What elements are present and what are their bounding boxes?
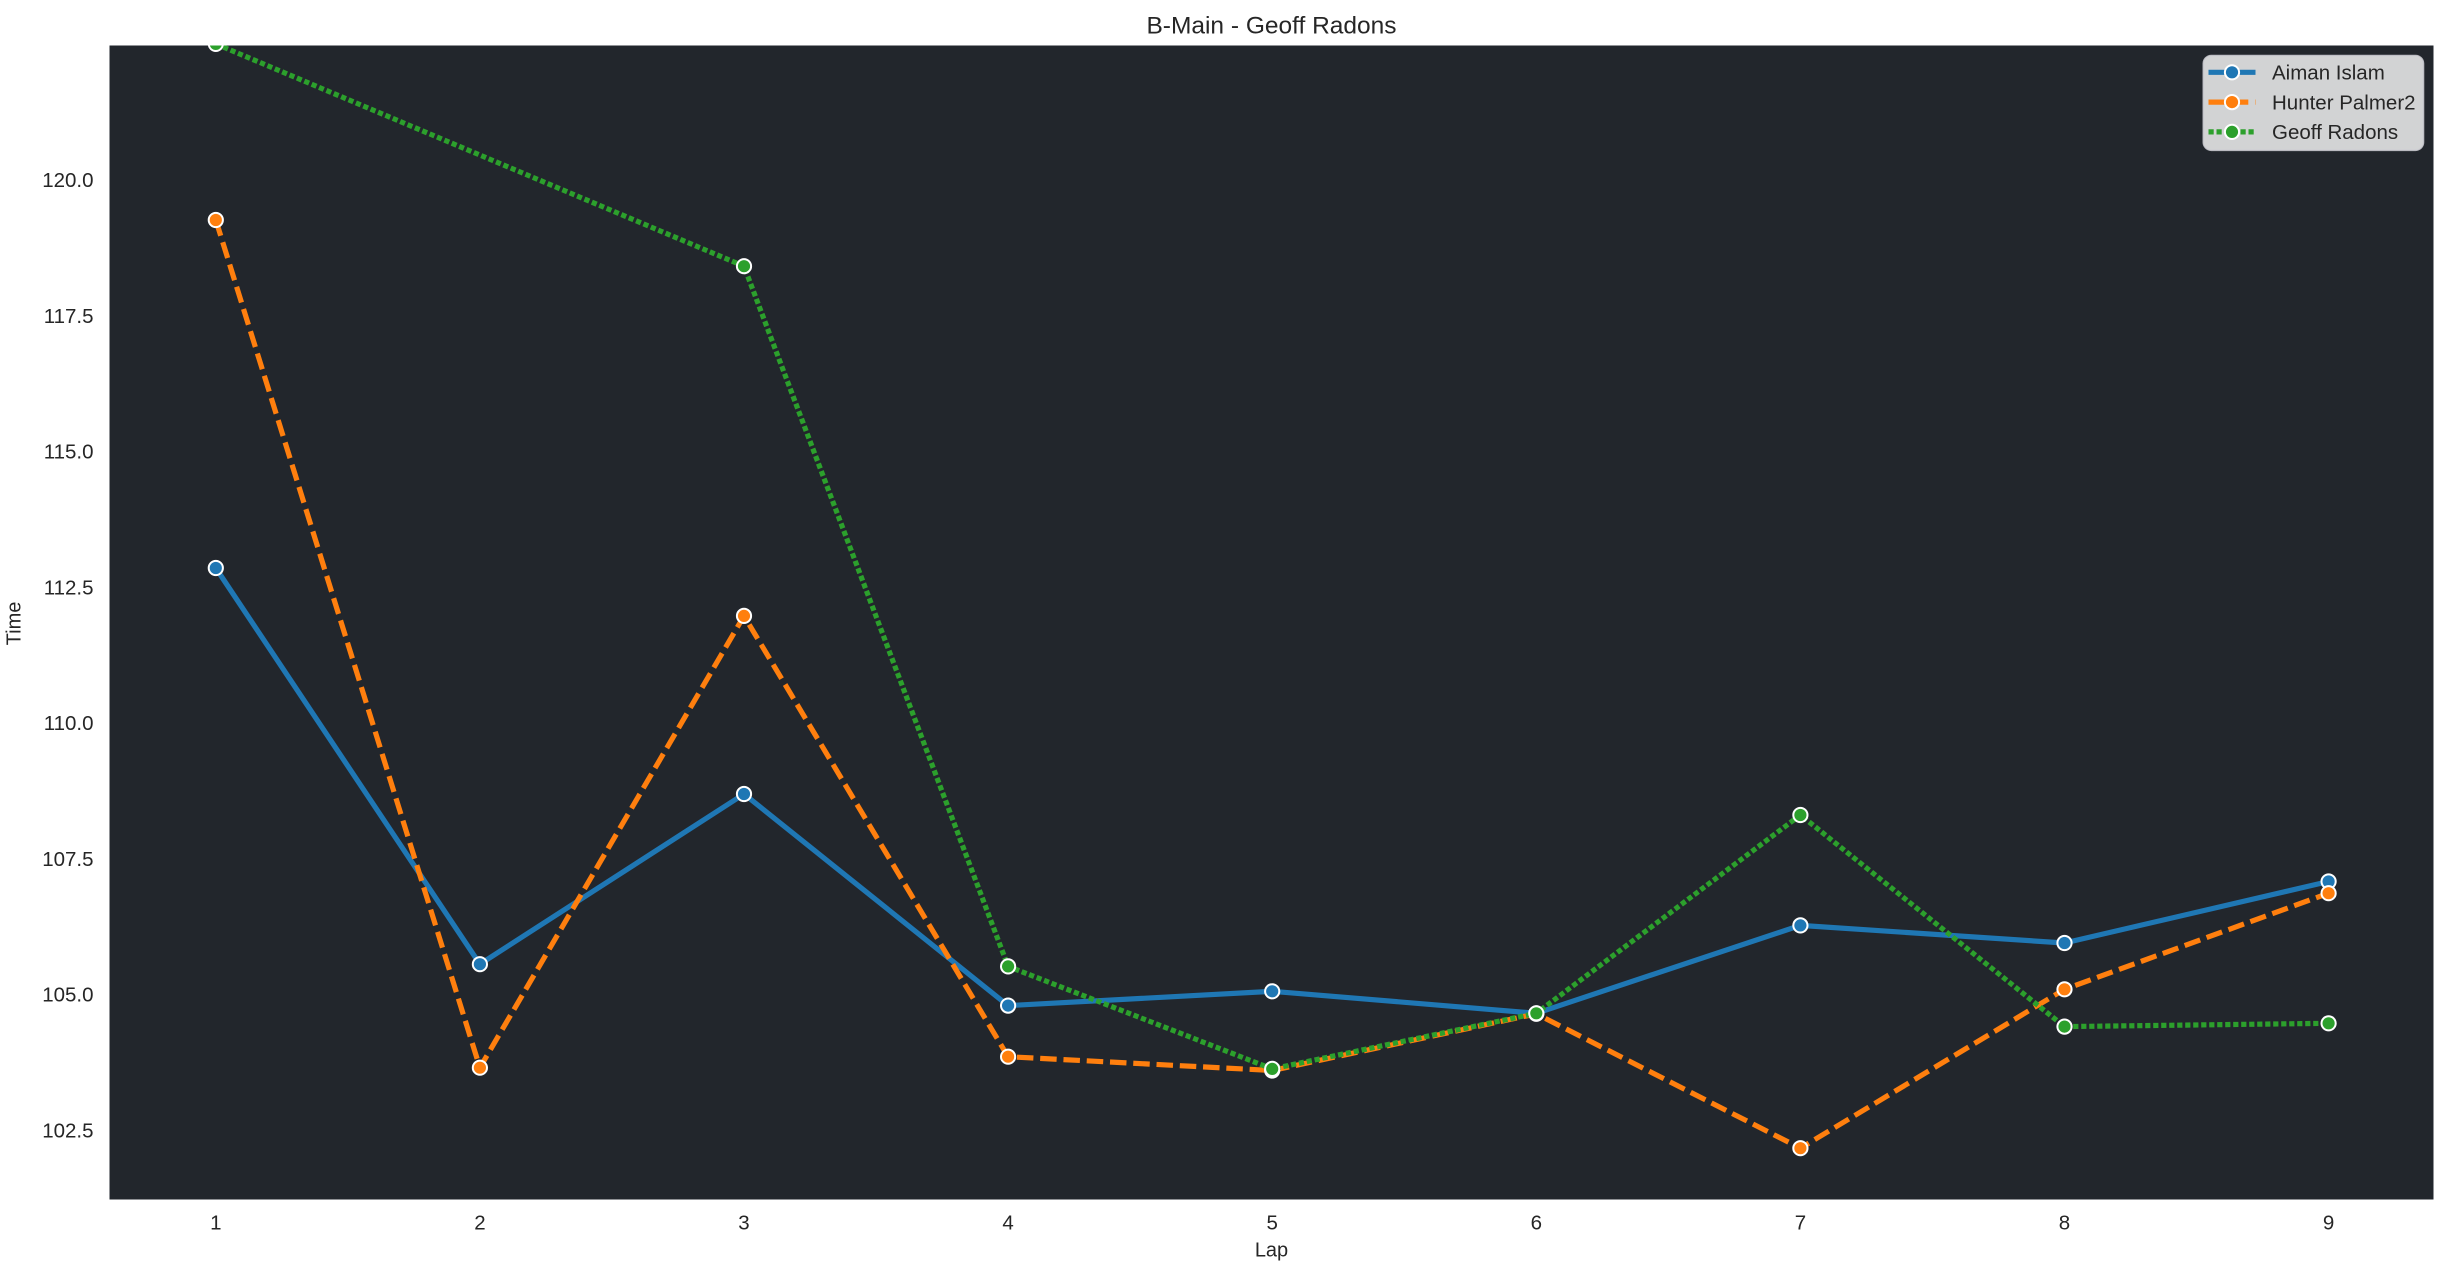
- svg-text:2: 2: [474, 1212, 485, 1235]
- svg-text:120.0: 120.0: [42, 169, 93, 192]
- svg-text:1: 1: [210, 1212, 221, 1235]
- svg-text:4: 4: [1002, 1212, 1013, 1235]
- svg-text:107.5: 107.5: [42, 848, 93, 871]
- svg-text:105.0: 105.0: [42, 984, 93, 1007]
- svg-text:110.0: 110.0: [44, 712, 94, 735]
- svg-text:3: 3: [738, 1212, 749, 1235]
- svg-text:Lap: Lap: [1255, 1240, 1288, 1262]
- svg-text:112.5: 112.5: [44, 577, 94, 600]
- svg-text:5: 5: [1266, 1212, 1277, 1235]
- svg-text:Geoff Radons: Geoff Radons: [2272, 121, 2398, 144]
- svg-text:Time: Time: [4, 602, 26, 646]
- svg-text:B-Main - Geoff Radons: B-Main - Geoff Radons: [1146, 12, 1396, 39]
- svg-text:7: 7: [1795, 1212, 1806, 1235]
- svg-text:8: 8: [2059, 1212, 2070, 1235]
- svg-text:9: 9: [2323, 1212, 2334, 1235]
- svg-text:102.5: 102.5: [42, 1120, 93, 1143]
- svg-text:Aiman Islam: Aiman Islam: [2272, 62, 2385, 85]
- svg-text:117.5: 117.5: [44, 305, 94, 328]
- svg-text:115.0: 115.0: [44, 441, 94, 464]
- svg-text:Hunter Palmer2: Hunter Palmer2: [2272, 91, 2416, 114]
- svg-text:6: 6: [1531, 1212, 1542, 1235]
